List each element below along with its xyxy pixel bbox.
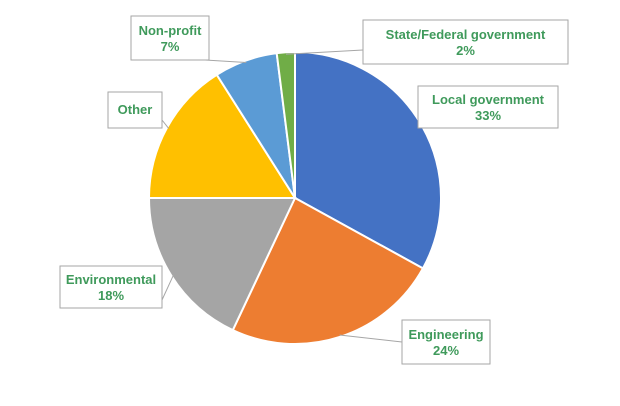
leader-line-state-federal-government	[285, 49, 364, 55]
data-label-box-environmental	[59, 265, 163, 309]
data-label-box-other	[107, 91, 163, 129]
data-label-value-engineering: 24%	[433, 343, 459, 358]
leader-line-engineering	[339, 334, 403, 343]
pie-slice-engineering	[231, 196, 425, 345]
data-label-value-non-profit: 7%	[161, 39, 180, 54]
data-label-value-environmental: 18%	[98, 288, 124, 303]
pie-slice-other	[147, 73, 297, 199]
leader-line-other	[161, 119, 170, 129]
data-label-box-non-profit	[130, 15, 210, 61]
data-label-category-other: Other	[118, 102, 153, 117]
data-label-category-state-federal-government: State/Federal government	[386, 27, 546, 42]
leader-lines-layer	[161, 49, 420, 343]
leader-line-non-profit	[204, 59, 247, 63]
data-label-category-non-profit: Non-profit	[139, 23, 202, 38]
data-label-category-local-government: Local government	[432, 92, 545, 107]
slices-layer	[147, 50, 442, 345]
leader-line-environmental	[161, 274, 174, 301]
data-label-box-engineering	[401, 319, 491, 365]
data-label-value-state-federal-government: 2%	[456, 43, 475, 58]
data-label-box-local-government	[417, 85, 559, 129]
data-label-value-local-government: 33%	[475, 108, 501, 123]
data-label-box-state-federal-government	[362, 19, 569, 65]
pie-slice-environmental	[147, 197, 297, 332]
data-label-category-engineering: Engineering	[408, 327, 483, 342]
data-label-category-environmental: Environmental	[66, 272, 156, 287]
pie-slice-state-federal-government	[275, 50, 296, 199]
